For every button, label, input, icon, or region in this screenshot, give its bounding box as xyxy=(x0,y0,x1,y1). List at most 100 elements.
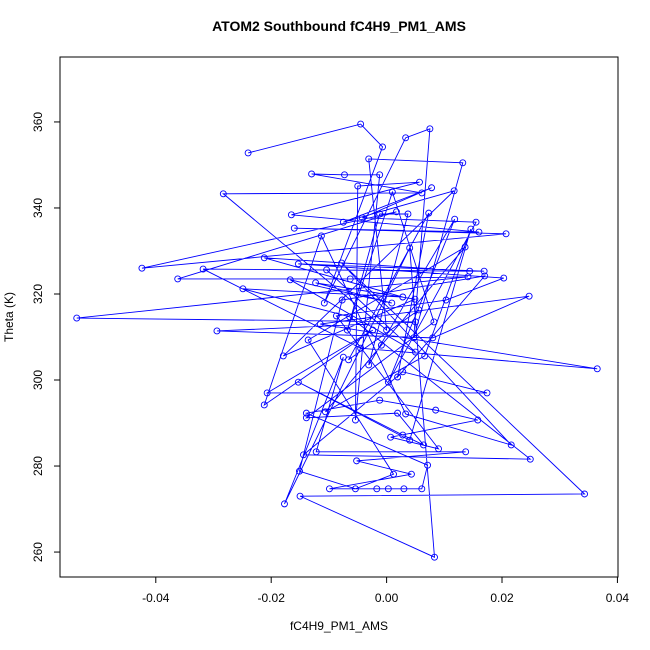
point xyxy=(287,211,295,219)
point xyxy=(286,276,294,284)
point xyxy=(304,336,312,344)
point xyxy=(383,326,391,334)
point xyxy=(429,334,437,342)
point xyxy=(426,125,434,133)
point xyxy=(302,409,310,417)
point xyxy=(418,189,426,197)
point xyxy=(406,244,414,252)
point xyxy=(345,356,352,364)
point xyxy=(472,218,480,226)
point xyxy=(244,149,252,157)
y-tick-label: 340 xyxy=(31,198,45,218)
point xyxy=(219,190,227,198)
point xyxy=(475,228,483,236)
point xyxy=(369,326,377,334)
point xyxy=(459,159,467,167)
point xyxy=(425,209,433,217)
point xyxy=(339,218,347,226)
point xyxy=(376,210,384,218)
point xyxy=(332,312,340,320)
point xyxy=(316,320,324,328)
point xyxy=(338,259,346,267)
plot-box xyxy=(59,56,619,578)
point xyxy=(376,396,384,404)
point xyxy=(404,210,412,218)
point xyxy=(377,341,385,349)
point xyxy=(502,230,510,238)
point xyxy=(388,299,396,307)
x-axis-label: fC4H9_PM1_AMS xyxy=(290,619,388,633)
point xyxy=(483,389,491,397)
point xyxy=(312,448,320,456)
point xyxy=(400,485,408,493)
chart-title: ATOM2 Southbound fC4H9_PM1_AMS xyxy=(212,18,466,34)
point xyxy=(138,264,146,272)
point xyxy=(384,378,392,386)
point xyxy=(388,188,396,196)
point xyxy=(420,441,427,449)
point xyxy=(302,414,310,422)
point xyxy=(416,178,423,186)
series-line xyxy=(76,123,598,558)
point xyxy=(308,170,316,178)
point xyxy=(387,433,395,441)
point xyxy=(199,265,207,273)
point xyxy=(399,293,407,301)
point xyxy=(424,461,432,469)
point xyxy=(402,134,410,142)
point xyxy=(379,143,387,151)
point xyxy=(312,279,320,287)
point xyxy=(394,373,402,381)
point xyxy=(462,448,470,456)
x-tick-label: 0.00 xyxy=(375,591,399,605)
point xyxy=(407,470,415,478)
point xyxy=(442,296,450,304)
point xyxy=(296,467,303,475)
point xyxy=(466,267,474,275)
point xyxy=(507,441,515,449)
point xyxy=(418,485,426,493)
point xyxy=(410,334,418,342)
point xyxy=(279,352,287,360)
point xyxy=(174,275,182,283)
point xyxy=(351,416,359,424)
point xyxy=(593,365,601,373)
point xyxy=(354,182,362,190)
point xyxy=(263,389,271,397)
point xyxy=(294,260,302,268)
point xyxy=(474,416,482,424)
point xyxy=(239,285,247,293)
point xyxy=(338,296,346,304)
point xyxy=(376,171,384,179)
point xyxy=(296,492,304,500)
point xyxy=(358,214,366,222)
point xyxy=(373,485,381,493)
y-tick-label: 280 xyxy=(31,456,45,476)
point xyxy=(281,500,288,508)
y-tick-label: 360 xyxy=(31,112,45,132)
point xyxy=(467,225,475,233)
point xyxy=(73,314,81,322)
point xyxy=(346,313,354,321)
x-tick-label: -0.04 xyxy=(142,591,170,605)
point xyxy=(321,408,329,416)
point xyxy=(357,344,365,352)
point xyxy=(343,326,351,334)
point xyxy=(392,208,400,216)
point xyxy=(399,431,407,439)
point xyxy=(412,348,419,356)
point xyxy=(431,553,438,561)
point xyxy=(480,267,488,275)
point xyxy=(390,470,397,478)
y-tick-label: 320 xyxy=(31,284,45,304)
point xyxy=(435,445,442,453)
point xyxy=(357,120,365,128)
point xyxy=(351,485,359,493)
point xyxy=(411,295,419,303)
point xyxy=(394,409,402,417)
point xyxy=(421,352,429,360)
point xyxy=(317,232,325,240)
y-axis-label: Theta (K) xyxy=(2,292,16,342)
point xyxy=(353,457,361,465)
